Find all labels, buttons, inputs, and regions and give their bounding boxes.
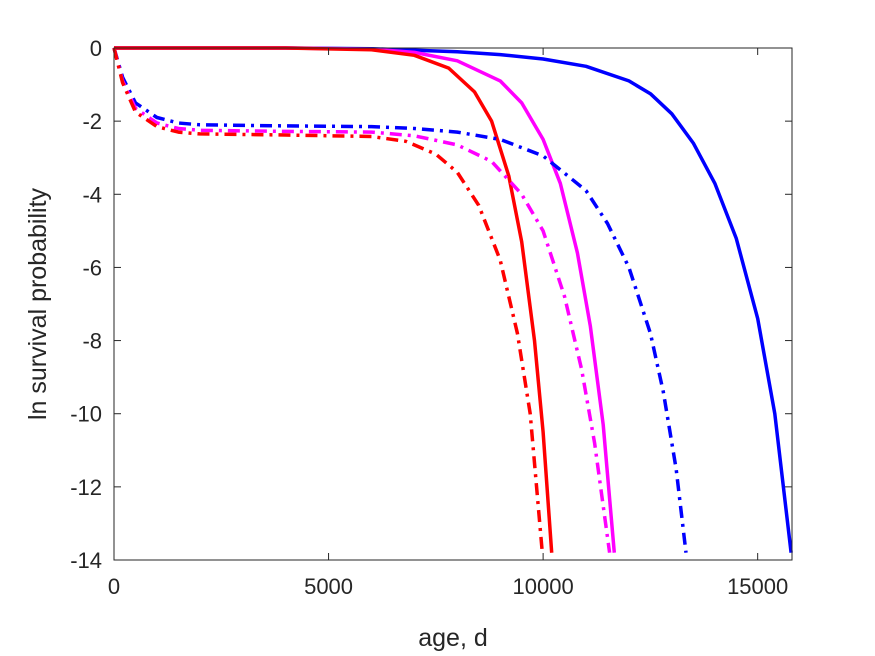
y-tick-label: 0	[90, 36, 102, 61]
x-tick-label: 0	[108, 574, 120, 599]
series-line-5	[112, 47, 612, 553]
y-tick-label: -10	[70, 402, 102, 427]
x-tick-label: 5000	[304, 574, 353, 599]
y-axis-label: ln survival probability	[24, 187, 52, 420]
y-tick-label: -12	[70, 475, 102, 500]
y-tick-label: -4	[82, 182, 102, 207]
x-axis-label: age, d	[418, 624, 488, 652]
x-tick-label: 15000	[727, 574, 788, 599]
y-tick-label: -6	[82, 255, 102, 280]
y-tick-label: -8	[82, 329, 102, 354]
x-tick-label: 10000	[513, 574, 574, 599]
y-tick-label: -2	[82, 109, 102, 134]
series-line-4	[112, 47, 688, 553]
series-layer	[112, 46, 793, 553]
y-tick-label: -14	[70, 548, 102, 573]
tick-layer: 0 5000 10000 15000 0 -2 -4 -6 -8 -10 -12 -14	[70, 36, 792, 599]
series-line-6	[112, 47, 545, 553]
plot-frame	[113, 47, 793, 561]
